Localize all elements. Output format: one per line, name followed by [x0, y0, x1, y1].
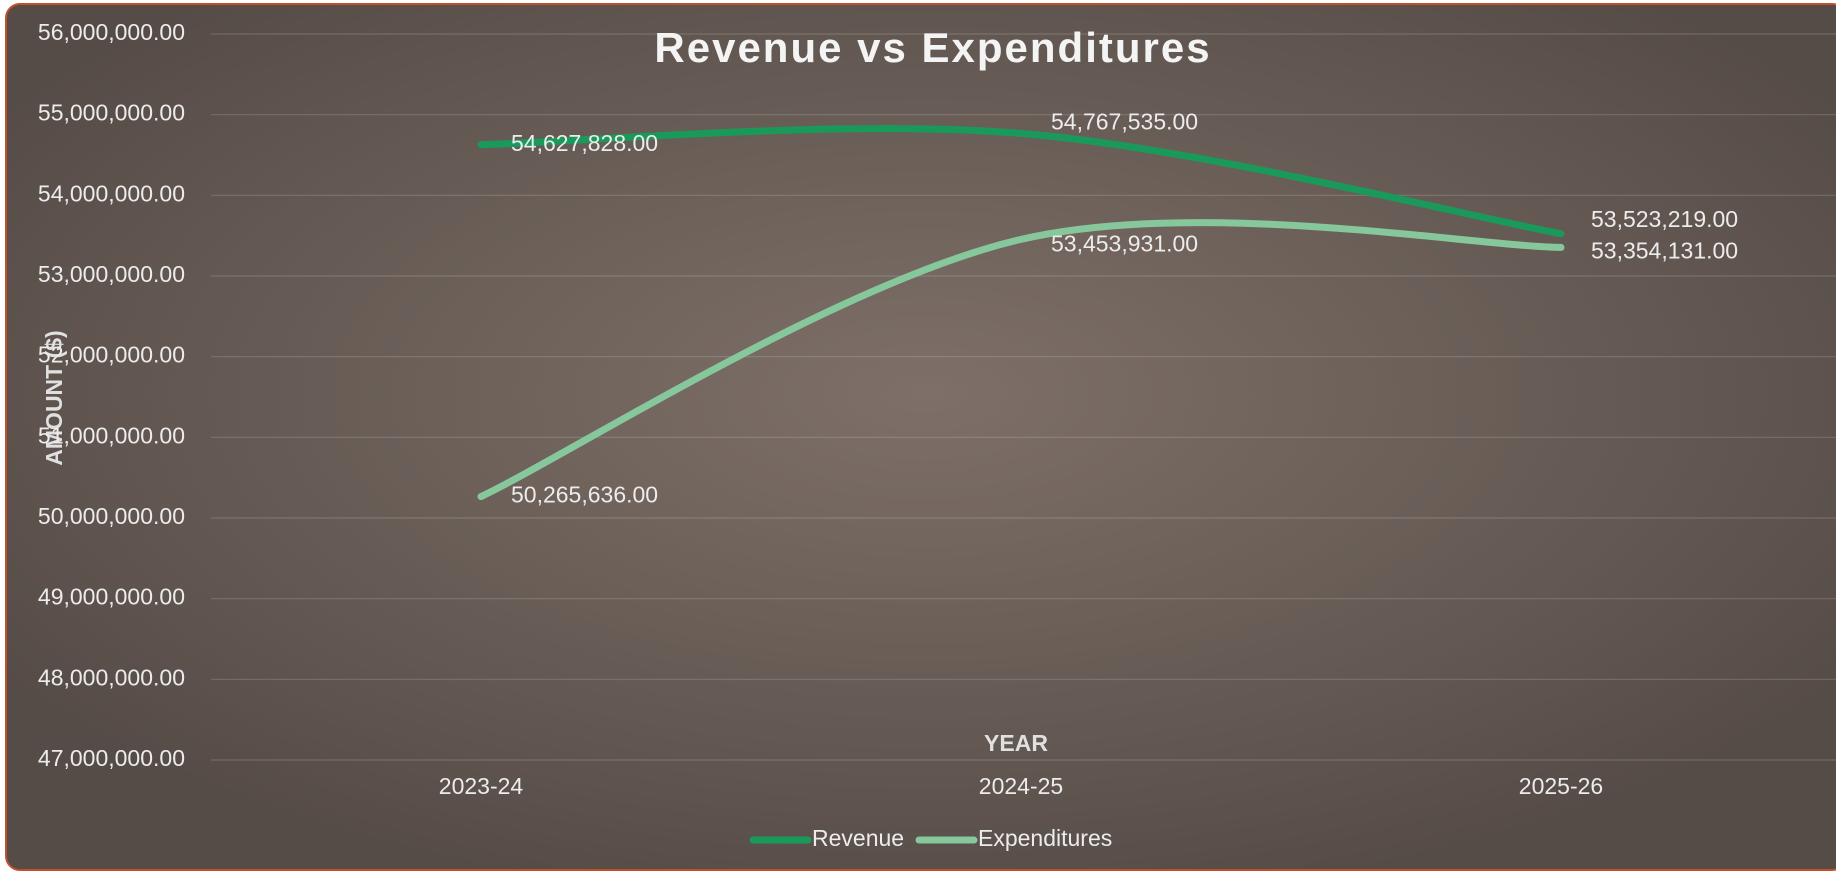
x-tick-label: 2023-24 [439, 773, 524, 799]
y-tick-label: 49,000,000.00 [38, 584, 185, 610]
y-tick-label: 47,000,000.00 [38, 745, 185, 771]
legend-label: Expenditures [978, 825, 1112, 851]
y-tick-label: 52,000,000.00 [38, 342, 185, 368]
chart-background [5, 3, 1836, 871]
y-tick-label: 55,000,000.00 [38, 100, 185, 126]
chart-title: Revenue vs Expenditures [654, 24, 1211, 71]
x-tick-label: 2024-25 [979, 773, 1063, 799]
data-label: 54,767,535.00 [1051, 108, 1198, 134]
y-tick-label: 53,000,000.00 [38, 261, 185, 287]
legend-label: Revenue [812, 825, 904, 851]
data-label: 50,265,636.00 [511, 482, 658, 508]
line-series [477, 219, 1565, 501]
line-series [477, 125, 1565, 238]
data-label: 54,627,828.00 [511, 130, 658, 156]
data-label: 53,523,219.00 [1591, 206, 1738, 232]
data-label: 53,354,131.00 [1591, 238, 1738, 264]
y-tick-label: 54,000,000.00 [38, 180, 185, 206]
y-tick-label: 51,000,000.00 [38, 422, 185, 448]
x-axis-title: YEAR [984, 730, 1048, 756]
y-tick-label: 56,000,000.00 [38, 19, 185, 45]
y-axis-title: AMOUNT ($) [41, 330, 67, 465]
y-tick-label: 50,000,000.00 [38, 503, 185, 529]
y-tick-label: 48,000,000.00 [38, 664, 185, 690]
data-label: 53,453,931.00 [1051, 230, 1198, 256]
x-tick-label: 2025-26 [1519, 773, 1603, 799]
